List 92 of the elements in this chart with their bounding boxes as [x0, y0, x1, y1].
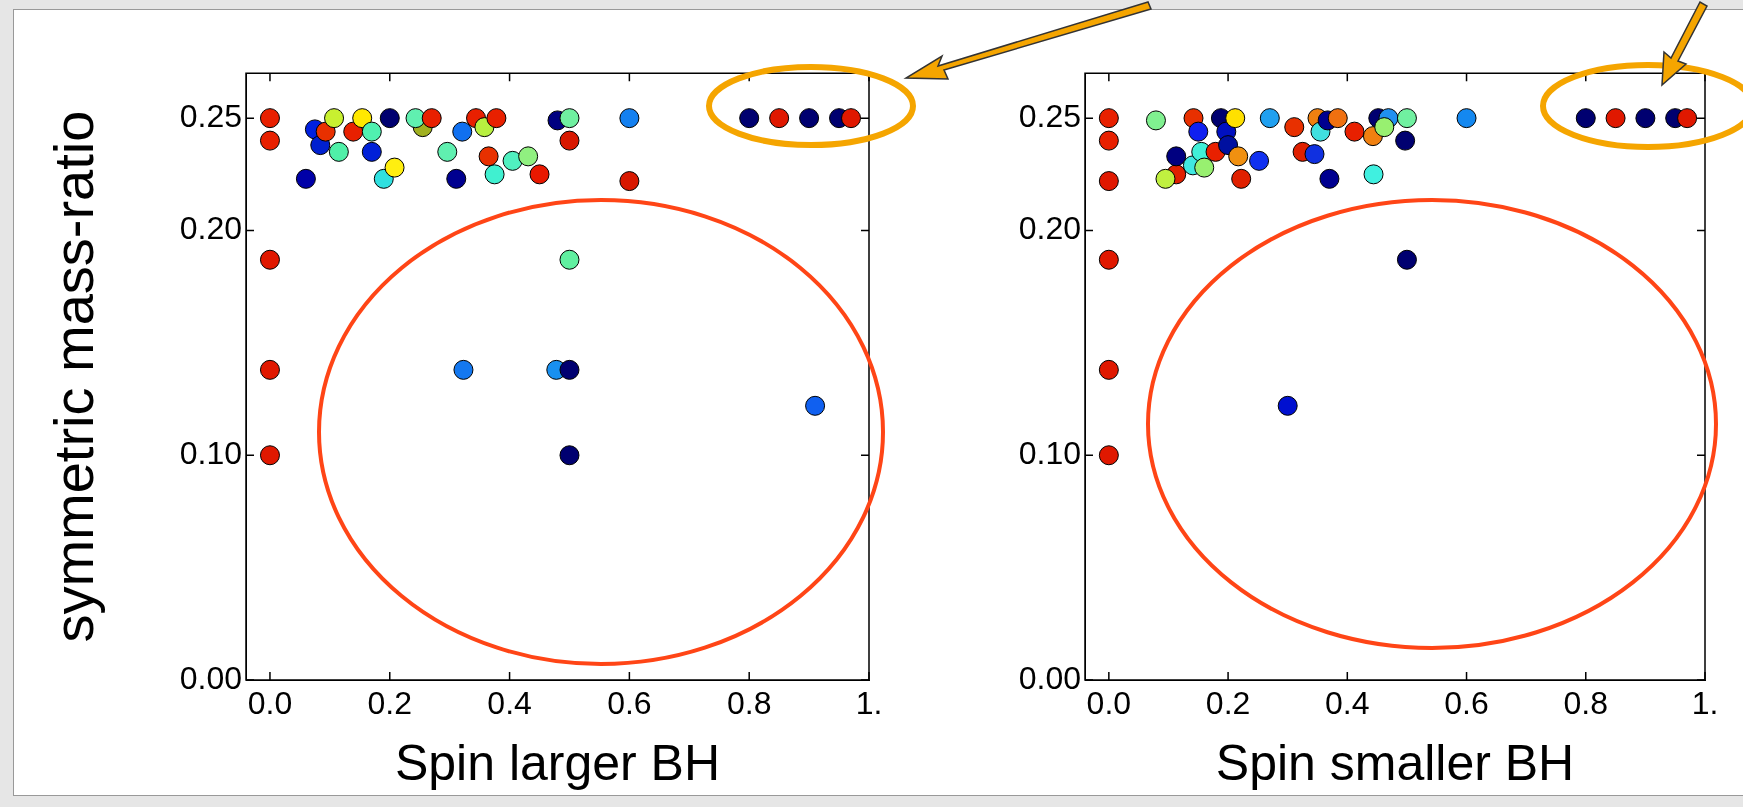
point [559, 359, 580, 380]
y-tick-label: 0.20 [179, 210, 242, 247]
point [1635, 108, 1656, 129]
x-tick-label: 0.8 [1563, 685, 1609, 722]
point [1374, 117, 1395, 138]
y-tick-label: 0.25 [1018, 97, 1081, 134]
point [1284, 117, 1305, 138]
point [1098, 171, 1119, 192]
point [1188, 121, 1209, 142]
point [453, 359, 474, 380]
point [1228, 146, 1249, 167]
point [1344, 121, 1365, 142]
point [1098, 130, 1119, 151]
point [478, 146, 499, 167]
point [259, 249, 280, 270]
point [1259, 108, 1280, 129]
point [384, 157, 405, 178]
point [1327, 108, 1348, 129]
point [446, 168, 467, 189]
point [559, 130, 580, 151]
y-tick-label: 0.10 [179, 435, 242, 472]
point [1304, 144, 1325, 165]
point [1225, 108, 1246, 129]
point [841, 108, 862, 129]
point [259, 445, 280, 466]
point [361, 141, 382, 162]
point [295, 168, 316, 189]
point [486, 108, 507, 129]
point [484, 164, 505, 185]
point [1395, 130, 1416, 151]
point [1319, 168, 1340, 189]
point [1098, 445, 1119, 466]
point [379, 108, 400, 129]
point [799, 108, 820, 129]
point [559, 249, 580, 270]
point [1456, 108, 1477, 129]
point [324, 108, 345, 129]
x-tick-label: 0.6 [1444, 685, 1489, 722]
point [1396, 108, 1417, 129]
x-tick-label: 0.4 [487, 685, 532, 722]
point [529, 164, 550, 185]
y-tick-label: 0.00 [179, 659, 242, 696]
point [1605, 108, 1626, 129]
point [1194, 157, 1215, 178]
y-tick-label: 0.10 [1018, 435, 1081, 472]
y-axis-title: symmetric mass-ratio [42, 110, 106, 643]
point [259, 108, 280, 129]
point [437, 141, 458, 162]
point [739, 108, 760, 129]
point [1231, 168, 1252, 189]
point [1155, 168, 1176, 189]
point [1249, 150, 1270, 171]
point [1363, 164, 1384, 185]
x-tick-label: 1. [1691, 685, 1719, 722]
point [1396, 249, 1417, 270]
point [1277, 395, 1298, 416]
point [259, 130, 280, 151]
x-tick-label: 0.4 [1325, 685, 1370, 722]
point [452, 121, 473, 142]
x-tick-label: 0.2 [1205, 685, 1251, 722]
x-axis-title: Spin larger BH [394, 734, 721, 791]
y-tick-label: 0.00 [1018, 659, 1081, 696]
point [1677, 108, 1698, 129]
point [405, 108, 426, 129]
point [1145, 110, 1166, 131]
point [1098, 359, 1119, 380]
x-tick-label: 0.0 [247, 685, 293, 722]
point [502, 150, 523, 171]
point [1098, 249, 1119, 270]
point [328, 141, 349, 162]
point [421, 108, 442, 129]
point [769, 108, 790, 129]
point [518, 146, 539, 167]
point [1166, 146, 1187, 167]
x-axis-title: Spin smaller BH [1215, 734, 1575, 791]
point [805, 395, 826, 416]
x-tick-label: 0.2 [367, 685, 413, 722]
x-tick-label: 1. [855, 685, 883, 722]
point [1098, 108, 1119, 129]
y-tick-label: 0.20 [1018, 210, 1081, 247]
point [259, 359, 280, 380]
point [1575, 108, 1596, 129]
point [361, 121, 382, 142]
x-tick-label: 0.6 [607, 685, 652, 722]
y-tick-label: 0.25 [179, 97, 242, 134]
point [559, 108, 580, 129]
point [559, 445, 580, 466]
point [352, 108, 373, 129]
point [619, 108, 640, 129]
x-tick-label: 0.8 [726, 685, 772, 722]
point [619, 171, 640, 192]
x-tick-label: 0.0 [1086, 685, 1132, 722]
